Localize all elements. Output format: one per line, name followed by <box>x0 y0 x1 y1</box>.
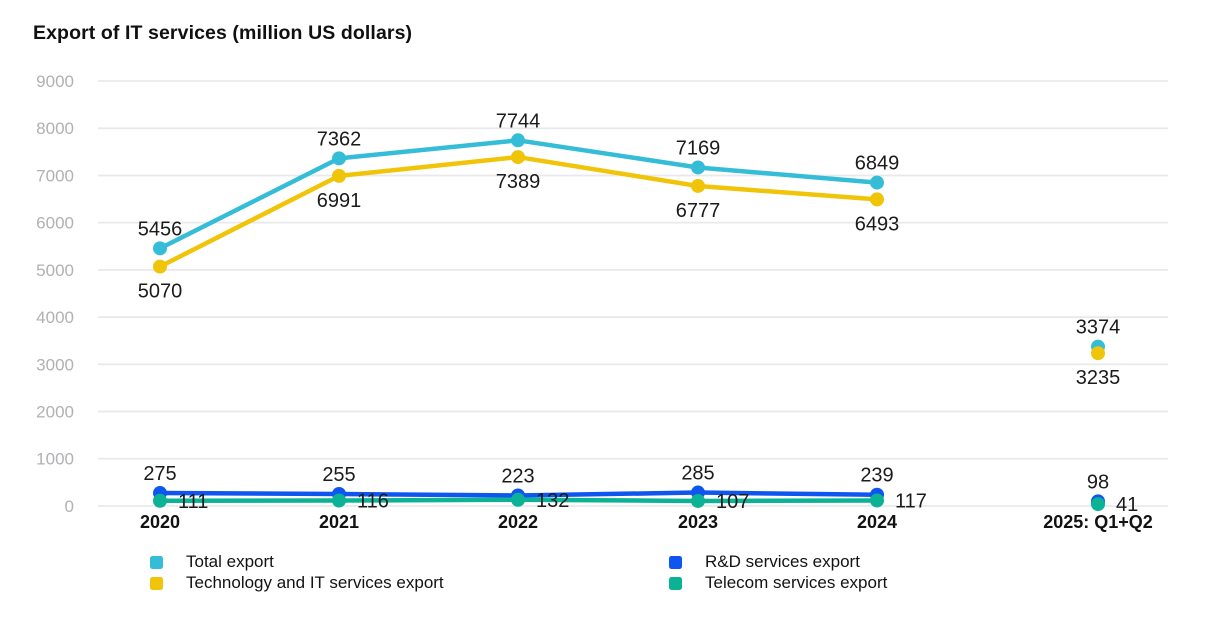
value-label-r-d-services-export-2020: 275 <box>143 463 176 485</box>
value-label-r-d-services-export-2021: 255 <box>322 464 355 486</box>
point-technology-and-it-services-export-2025-q1-q2 <box>1091 346 1105 361</box>
value-label-technology-and-it-services-export-2021: 6991 <box>317 190 362 212</box>
x-tick-label-2024: 2024 <box>857 512 897 532</box>
value-label-technology-and-it-services-export-2024: 6493 <box>855 213 900 235</box>
point-telecom-services-export-2025-q1-q2 <box>1091 497 1105 512</box>
value-label-total-export-2023: 7169 <box>676 137 721 159</box>
value-label-r-d-services-export-2024: 239 <box>860 465 893 487</box>
value-label-r-d-services-export-2025-q1-q2: 98 <box>1087 471 1109 493</box>
value-label-technology-and-it-services-export-2025-q1-q2: 3235 <box>1076 367 1121 389</box>
x-tick-label-2020: 2020 <box>140 512 180 532</box>
x-tick-label-2023: 2023 <box>678 512 718 532</box>
point-total-export-2022 <box>511 133 525 148</box>
y-tick-label-0: 0 <box>65 497 74 516</box>
value-label-technology-and-it-services-export-2020: 5070 <box>138 281 183 303</box>
y-tick-label-7000: 7000 <box>36 166 74 185</box>
point-technology-and-it-services-export-2020 <box>153 259 167 274</box>
y-tick-label-2000: 2000 <box>36 403 74 422</box>
value-label-telecom-services-export-2021: 116 <box>357 491 389 513</box>
value-label-telecom-services-export-2024: 117 <box>895 490 927 512</box>
point-technology-and-it-services-export-2023 <box>691 178 705 193</box>
point-technology-and-it-services-export-2024 <box>870 192 884 207</box>
point-telecom-services-export-2020 <box>153 493 167 508</box>
x-tick-label-2021: 2021 <box>319 512 359 532</box>
value-label-r-d-services-export-2022: 223 <box>501 465 534 487</box>
point-total-export-2023 <box>691 160 705 175</box>
value-label-technology-and-it-services-export-2023: 6777 <box>676 200 721 222</box>
value-label-total-export-2025-q1-q2: 3374 <box>1076 317 1121 339</box>
point-total-export-2020 <box>153 241 167 256</box>
chart-title: Export of IT services (million US dollar… <box>33 22 413 44</box>
x-tick-label-2025-q1-q2: 2025: Q1+Q2 <box>1043 512 1153 532</box>
value-label-telecom-services-export-2025-q1-q2: 41 <box>1116 494 1138 516</box>
y-tick-label-9000: 9000 <box>36 72 74 91</box>
value-label-total-export-2022: 7744 <box>496 110 541 132</box>
point-technology-and-it-services-export-2022 <box>511 150 525 165</box>
point-telecom-services-export-2022 <box>511 492 525 507</box>
point-telecom-services-export-2023 <box>691 493 705 508</box>
y-tick-label-8000: 8000 <box>36 119 74 138</box>
y-tick-label-6000: 6000 <box>36 214 74 233</box>
point-total-export-2024 <box>870 175 884 190</box>
point-telecom-services-export-2021 <box>332 493 346 508</box>
value-label-total-export-2021: 7362 <box>317 128 362 150</box>
y-tick-label-1000: 1000 <box>36 450 74 469</box>
value-label-total-export-2020: 5456 <box>138 218 183 240</box>
y-tick-label-5000: 5000 <box>36 261 74 280</box>
value-label-total-export-2024: 6849 <box>855 153 900 175</box>
y-tick-label-3000: 3000 <box>36 355 74 374</box>
value-label-telecom-services-export-2023: 107 <box>716 491 749 513</box>
value-label-telecom-services-export-2022: 132 <box>536 490 569 512</box>
value-label-r-d-services-export-2023: 285 <box>681 463 714 485</box>
x-tick-label-2022: 2022 <box>498 512 538 532</box>
y-tick-label-4000: 4000 <box>36 308 74 327</box>
point-telecom-services-export-2024 <box>870 493 884 508</box>
point-technology-and-it-services-export-2021 <box>332 168 346 183</box>
value-label-telecom-services-export-2020: 111 <box>178 491 208 513</box>
value-label-technology-and-it-services-export-2022: 7389 <box>496 171 541 193</box>
point-total-export-2021 <box>332 151 346 166</box>
